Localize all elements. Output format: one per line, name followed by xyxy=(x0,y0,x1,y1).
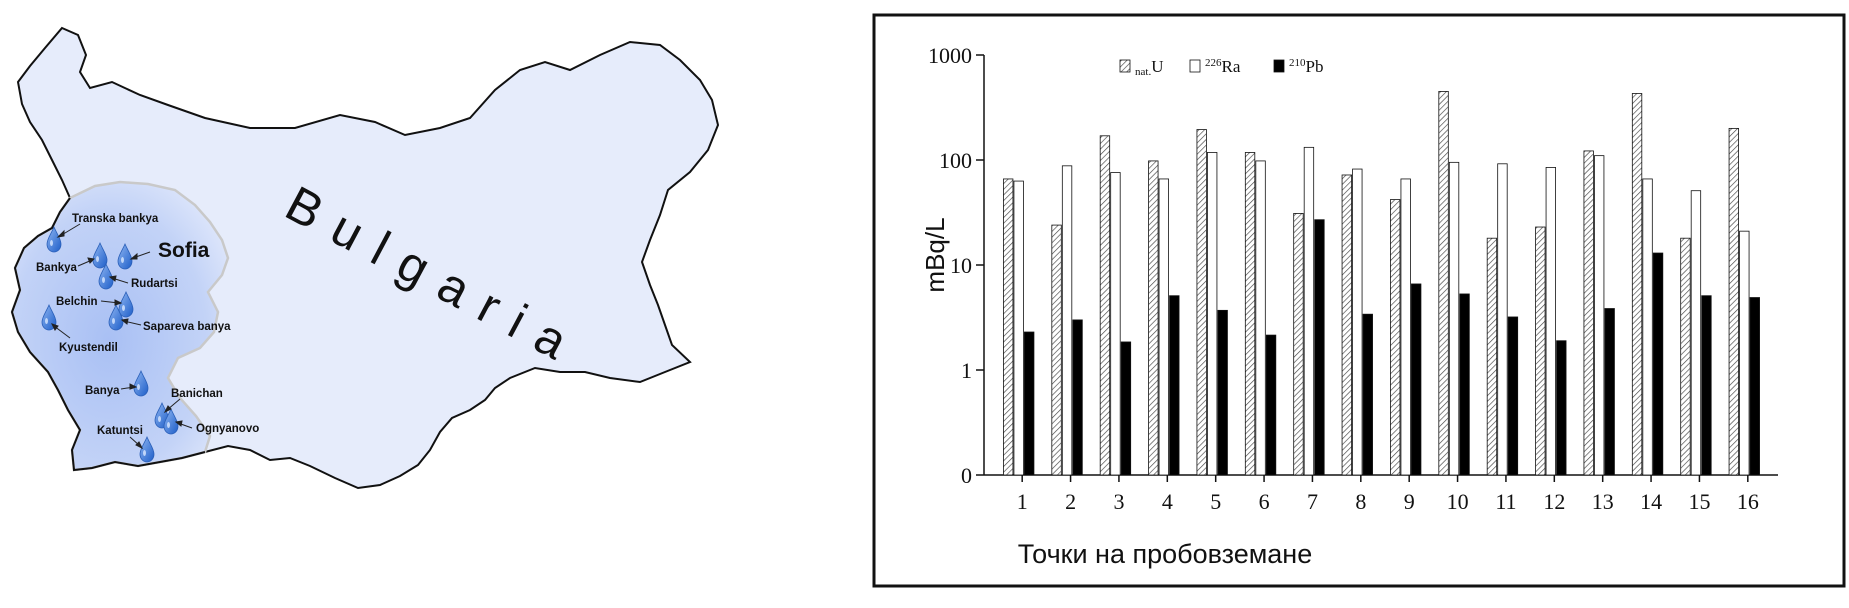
bar-hatched xyxy=(1728,127,1739,476)
bar-hatched xyxy=(1051,224,1062,476)
bar-black xyxy=(1314,219,1325,476)
x-tick-label: 7 xyxy=(1307,489,1318,514)
bar-hatched xyxy=(1244,152,1256,476)
location-label: Katuntsi xyxy=(97,425,143,437)
bar-black xyxy=(1217,309,1228,476)
location-label: Bankya xyxy=(36,262,78,274)
bulgaria-map: Bulgaria Sofia xyxy=(10,26,720,490)
x-tick-label: 1 xyxy=(1017,489,1028,514)
bar-black xyxy=(1652,252,1664,476)
bar-black xyxy=(1411,283,1422,476)
x-tick-label: 13 xyxy=(1592,489,1614,514)
bar-white xyxy=(1352,168,1363,476)
bar-white xyxy=(1013,180,1024,476)
x-tick-label: 5 xyxy=(1210,489,1221,514)
bar-white xyxy=(1207,152,1218,476)
bar-black xyxy=(1701,295,1712,476)
bar-white xyxy=(1690,190,1702,476)
x-tick-label: 15 xyxy=(1688,489,1710,514)
bar-hatched xyxy=(1148,160,1159,476)
bar-white xyxy=(1545,167,1556,476)
bar-black xyxy=(1507,316,1519,476)
bar-hatched xyxy=(1003,178,1014,476)
x-tick-label: 12 xyxy=(1543,489,1565,514)
x-tick-label: 10 xyxy=(1447,489,1469,514)
bar-black xyxy=(1120,341,1132,476)
bar-white xyxy=(1400,178,1411,476)
location-label: Transka bankya xyxy=(72,213,159,225)
x-tick-label: 14 xyxy=(1640,489,1662,514)
legend-swatch xyxy=(1119,59,1131,73)
bar-white xyxy=(1739,230,1750,476)
bar-white xyxy=(1061,165,1073,476)
legend-label: 226Ra xyxy=(1205,57,1241,76)
x-tick-label: 6 xyxy=(1259,489,1270,514)
bar-chart: mBq/L Точки на пробовземане 0 1 10 100 1000 1… xyxy=(872,13,1846,588)
bar-white xyxy=(1303,146,1315,476)
bar-hatched xyxy=(1099,135,1111,476)
location-label: Ognyanovo xyxy=(196,423,259,435)
bar-black xyxy=(1072,319,1083,476)
bar-white xyxy=(1448,161,1460,476)
x-tick-label: 3 xyxy=(1113,489,1124,514)
bar-hatched xyxy=(1535,226,1546,476)
location-labels: Transka bankya Bankya Rudartsi Belchin S… xyxy=(36,213,259,437)
location-label: Kyustendil xyxy=(59,342,118,354)
x-tick-label: 11 xyxy=(1495,489,1516,514)
legend-swatch xyxy=(1189,59,1201,73)
location-label: Banya xyxy=(85,385,120,397)
location-label: Sapareva banya xyxy=(143,321,231,333)
legend-swatch xyxy=(1273,59,1285,73)
location-label: Banichan xyxy=(171,388,223,400)
bulgaria-map-panel: Bulgaria Sofia xyxy=(0,0,870,603)
bar-hatched xyxy=(1341,174,1352,476)
bar-black xyxy=(1604,308,1615,476)
location-label: Belchin xyxy=(56,296,98,308)
legend-label: nat.U xyxy=(1135,57,1163,78)
bar-hatched xyxy=(1631,93,1643,476)
bar-black xyxy=(1459,293,1470,476)
bar-white xyxy=(1594,155,1605,476)
bar-black xyxy=(1556,340,1567,476)
bar-white xyxy=(1255,160,1266,476)
x-tick-label: 2 xyxy=(1065,489,1076,514)
bar-hatched xyxy=(1680,237,1691,476)
bar-black xyxy=(1169,295,1180,476)
bar-white xyxy=(1110,172,1121,476)
y-tick-label: 10 xyxy=(950,253,972,278)
location-arrows xyxy=(51,223,193,450)
bar-white xyxy=(1497,163,1508,476)
x-tick-label: 9 xyxy=(1404,489,1415,514)
bar-black xyxy=(1749,297,1760,476)
y-tick-label: 100 xyxy=(939,148,972,173)
y-tick-label: 1 xyxy=(961,358,972,383)
y-axis-title: mBq/L xyxy=(920,217,950,292)
x-tick-label: 4 xyxy=(1162,489,1173,514)
bar-hatched xyxy=(1583,150,1594,476)
capital-label: Sofia xyxy=(158,239,210,262)
bar-black xyxy=(1024,331,1035,476)
bar-hatched xyxy=(1196,129,1207,476)
bar-hatched xyxy=(1293,213,1304,476)
legend-label: 210Pb xyxy=(1289,57,1323,76)
bar-black xyxy=(1362,313,1373,476)
x-tick-label: 16 xyxy=(1737,489,1759,514)
bar-hatched xyxy=(1390,199,1401,476)
bar-white xyxy=(1158,178,1169,476)
location-label: Rudartsi xyxy=(131,278,178,290)
bar-black xyxy=(1265,334,1277,476)
y-tick-label: 1000 xyxy=(928,43,972,68)
bar-hatched xyxy=(1486,237,1498,476)
bar-white xyxy=(1642,178,1653,476)
y-tick-label: 0 xyxy=(961,463,972,488)
x-axis-title: Точки на пробовземане xyxy=(1018,539,1312,569)
bar-hatched xyxy=(1438,91,1449,476)
x-tick-label: 8 xyxy=(1355,489,1366,514)
chart-panel: mBq/L Точки на пробовземане 0 1 10 100 1000 1… xyxy=(870,0,1849,603)
